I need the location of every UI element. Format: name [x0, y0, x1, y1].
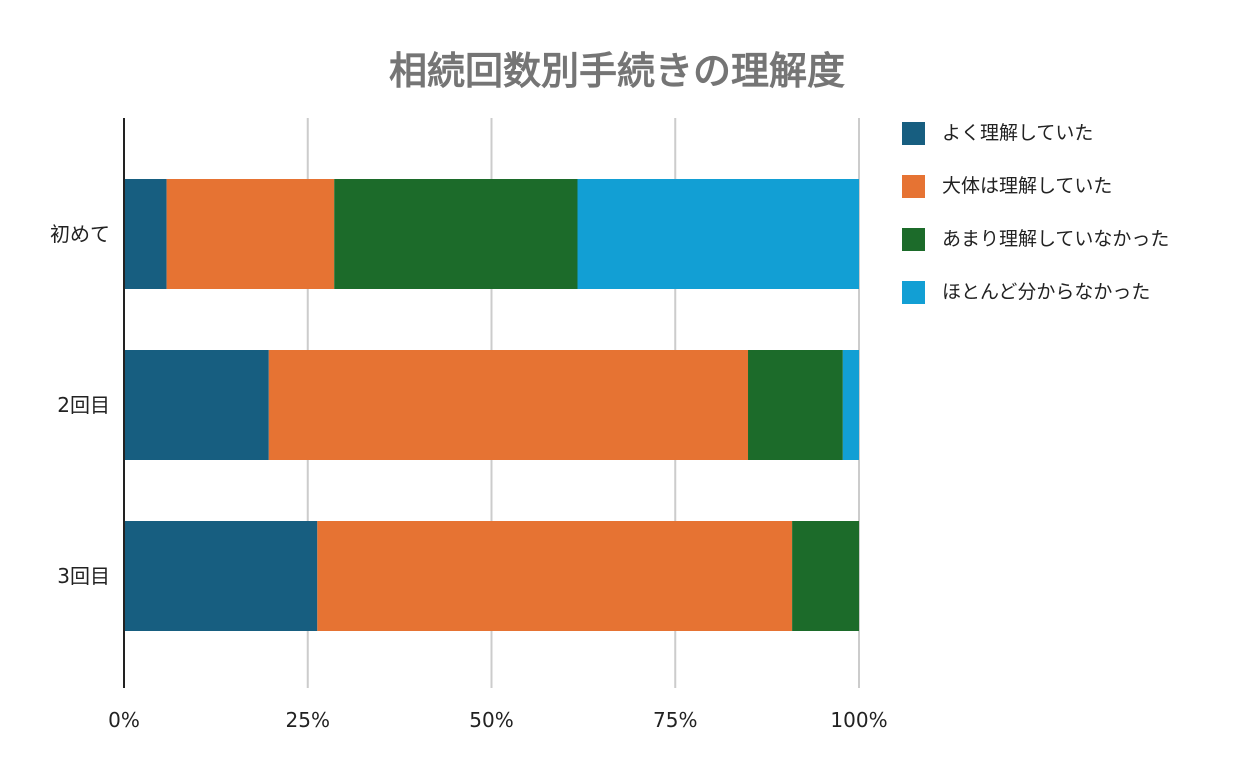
legend-swatch — [902, 228, 925, 251]
bar-segment — [748, 350, 843, 460]
x-tick-label: 25% — [286, 708, 330, 732]
x-tick-label: 0% — [108, 708, 140, 732]
tick-labels: 0% 25% 50% 75% 100% 初めて 2回目 3回目 — [50, 222, 888, 732]
y-tick-label: 2回目 — [57, 393, 110, 417]
y-tick-label: 初めて — [50, 222, 110, 246]
bar-segment — [577, 179, 859, 289]
bar-segment — [166, 179, 335, 289]
bar-segment — [124, 350, 269, 460]
x-tick-label: 100% — [830, 708, 887, 732]
legend-swatch — [902, 122, 925, 145]
legend-swatch — [902, 175, 925, 198]
x-tick-label: 75% — [653, 708, 697, 732]
legend-label: あまり理解していなかった — [942, 228, 1170, 250]
legend-item: 大体は理解していた — [902, 171, 1187, 201]
legend-item: あまり理解していなかった — [902, 224, 1187, 254]
bar-segment — [268, 350, 749, 460]
legend: よく理解していた 大体は理解していたあまり理解していなかった ほとんど分からなかった — [902, 118, 1222, 330]
legend-swatch — [902, 281, 925, 304]
chart-title: 相続回数別手続きの理解度 — [389, 49, 845, 93]
legend-item: ほとんど分からなかった — [902, 277, 1187, 307]
legend-label: 大体は理解していた — [942, 175, 1113, 197]
bar-segment — [124, 521, 318, 631]
x-tick-label: 50% — [469, 708, 513, 732]
bar-segment — [317, 521, 793, 631]
y-tick-label: 3回目 — [57, 564, 110, 588]
bar-segment — [842, 350, 859, 460]
bar-segment — [334, 179, 578, 289]
bar-segment — [124, 179, 167, 289]
legend-label: ほとんど分からなかった — [942, 281, 1151, 303]
bars — [124, 179, 859, 631]
bar-segment — [792, 521, 859, 631]
legend-item: よく理解していた — [902, 118, 1187, 148]
legend-label: よく理解していた — [942, 122, 1094, 144]
